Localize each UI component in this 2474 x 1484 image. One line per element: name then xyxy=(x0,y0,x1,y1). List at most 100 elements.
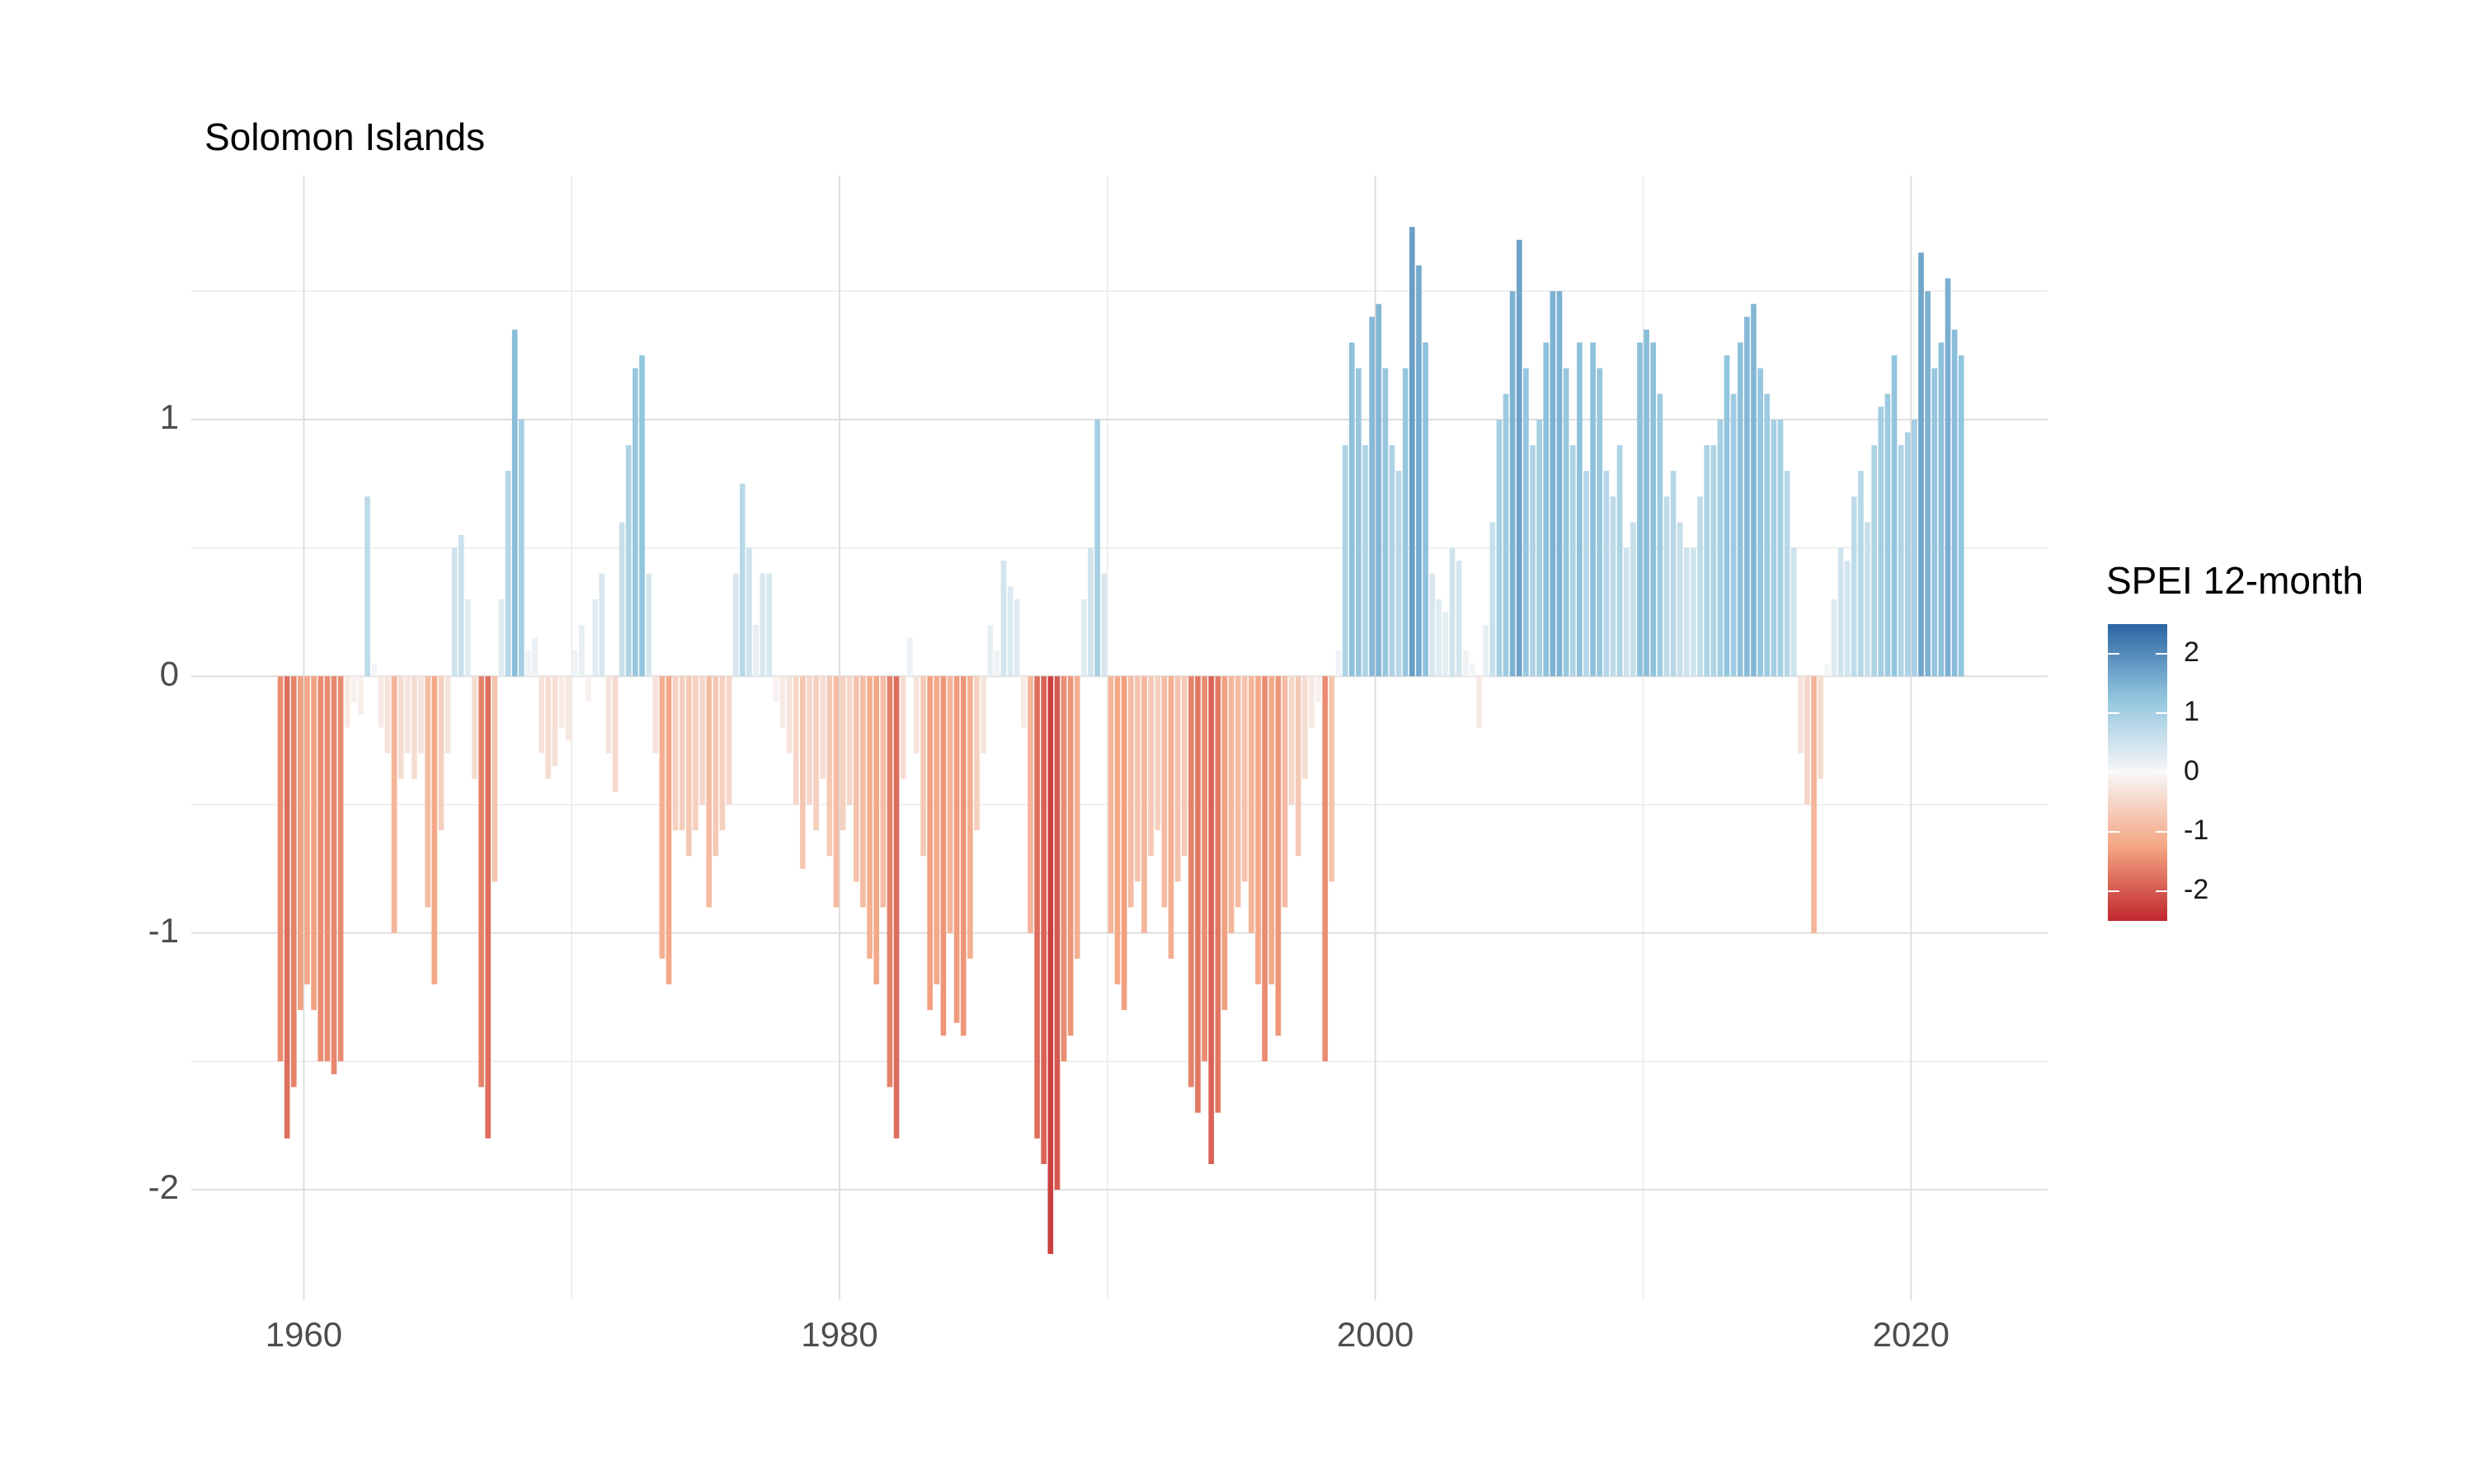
bar xyxy=(1771,419,1777,677)
bar xyxy=(1442,612,1449,677)
bar xyxy=(766,573,773,677)
bar xyxy=(1389,444,1395,677)
bar xyxy=(1168,676,1174,959)
bar xyxy=(867,676,872,959)
bar xyxy=(1744,317,1750,677)
bar xyxy=(1235,676,1241,908)
bar xyxy=(465,599,471,677)
bar xyxy=(1831,599,1837,677)
bar xyxy=(1912,419,1917,677)
bar xyxy=(773,676,779,702)
bar xyxy=(498,599,505,677)
bar xyxy=(1195,676,1201,1113)
bar xyxy=(679,676,685,831)
bar xyxy=(404,676,411,754)
bar xyxy=(1476,676,1482,728)
bar xyxy=(425,676,430,908)
bar xyxy=(1764,393,1771,677)
bar xyxy=(713,676,719,857)
bar xyxy=(1268,676,1275,984)
bar xyxy=(860,676,866,908)
bar xyxy=(1423,342,1428,677)
bar xyxy=(1697,496,1703,677)
bar xyxy=(793,676,799,805)
bar xyxy=(1657,393,1663,677)
bar xyxy=(586,676,591,702)
bar xyxy=(290,676,297,1087)
bar xyxy=(1382,368,1389,677)
bar xyxy=(612,676,618,792)
bar xyxy=(1402,368,1409,677)
bar xyxy=(344,676,350,728)
bar xyxy=(1865,522,1870,677)
bar xyxy=(1509,291,1516,677)
bar xyxy=(646,573,651,677)
bar xyxy=(1148,676,1154,857)
bar xyxy=(1691,547,1696,677)
bar xyxy=(987,624,994,677)
bar xyxy=(412,676,417,779)
bar xyxy=(686,676,692,857)
x-tick-label: 1980 xyxy=(801,1315,877,1354)
bar xyxy=(444,676,451,754)
bar xyxy=(438,676,444,831)
bar xyxy=(1181,676,1188,857)
bar xyxy=(1884,393,1891,677)
bar xyxy=(1878,406,1884,677)
bar xyxy=(625,444,632,677)
bar xyxy=(1804,676,1810,805)
bar xyxy=(1342,444,1348,677)
bar xyxy=(1449,547,1456,677)
bar xyxy=(960,676,967,1036)
bar xyxy=(1075,676,1080,959)
bar xyxy=(1007,586,1014,677)
bar xyxy=(350,676,357,702)
bar xyxy=(1730,393,1737,677)
bar xyxy=(719,676,726,831)
bar xyxy=(1329,676,1335,882)
bar xyxy=(1034,676,1040,1139)
bar xyxy=(1737,342,1743,677)
bar xyxy=(1101,573,1108,677)
bar xyxy=(1155,676,1161,831)
bar xyxy=(1837,547,1844,677)
bar xyxy=(545,676,552,779)
bar xyxy=(1818,676,1824,779)
bar xyxy=(1523,368,1529,677)
bar xyxy=(1590,342,1596,677)
bar xyxy=(539,676,545,754)
bar xyxy=(1215,676,1221,1113)
bar xyxy=(940,676,947,1036)
bar xyxy=(1871,444,1878,677)
y-tick-label: -2 xyxy=(148,1167,179,1206)
colorbar-tick-label: 2 xyxy=(2184,636,2199,668)
bar xyxy=(1811,676,1817,933)
bar xyxy=(807,676,812,805)
bar xyxy=(1255,676,1261,984)
colorbar-tick-label: 1 xyxy=(2184,696,2199,727)
bar xyxy=(1021,676,1027,728)
bar xyxy=(1931,368,1938,677)
bar xyxy=(739,483,745,677)
bar xyxy=(1637,342,1643,677)
bar xyxy=(1088,547,1094,677)
bar xyxy=(813,676,819,831)
bar xyxy=(331,676,337,1074)
bar xyxy=(880,676,887,908)
bar xyxy=(1161,676,1168,908)
colorbar-tick-label: -2 xyxy=(2184,874,2208,905)
bar xyxy=(1470,663,1475,677)
bar xyxy=(317,676,324,1062)
bar xyxy=(1295,676,1301,857)
bar xyxy=(1683,547,1690,677)
colorbar-tick-label: -1 xyxy=(2184,815,2208,846)
bar xyxy=(994,650,1000,677)
bar xyxy=(525,650,531,677)
bar xyxy=(371,663,378,677)
bar xyxy=(304,676,310,984)
bar xyxy=(478,676,484,1087)
bar xyxy=(1362,444,1368,677)
bar xyxy=(914,676,920,754)
bar xyxy=(485,676,492,1139)
bar xyxy=(1141,676,1147,933)
